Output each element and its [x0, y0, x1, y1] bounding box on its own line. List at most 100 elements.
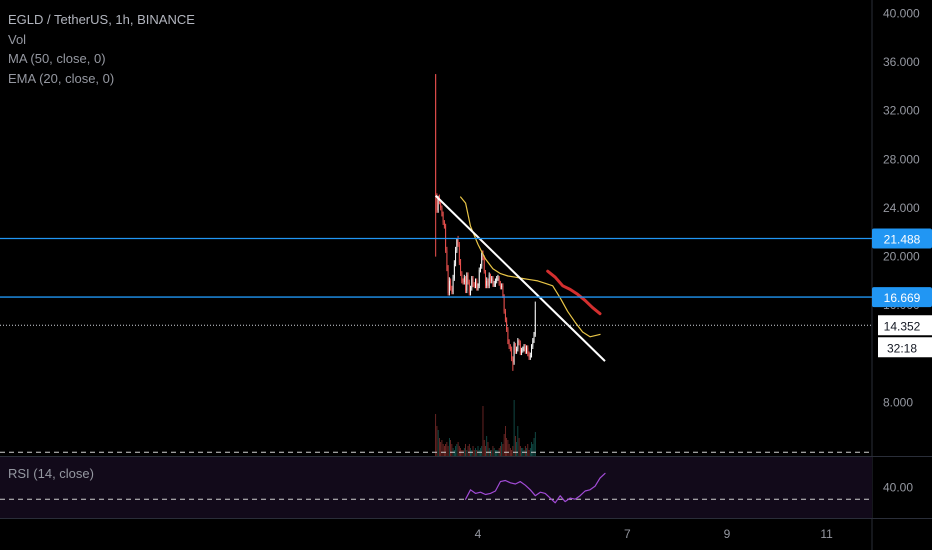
volume-bar [521, 448, 522, 456]
candle-body [497, 278, 499, 280]
candle-body [443, 222, 445, 227]
volume-bar [481, 446, 483, 456]
candle-body [524, 346, 526, 352]
volume-bar [455, 446, 456, 456]
candle-body [465, 277, 466, 291]
candle-body [519, 342, 521, 353]
rsi-pane-background [0, 457, 872, 518]
candle-body [451, 288, 453, 292]
time-tick-label: 9 [724, 527, 731, 541]
candle-body [476, 280, 478, 289]
level-badge-label: 16.669 [884, 291, 921, 305]
volume-bar [505, 426, 506, 456]
volume-bar [458, 446, 460, 456]
volume-bar [518, 438, 520, 456]
legend-volume[interactable]: Vol [8, 31, 27, 47]
candle-body [455, 250, 456, 264]
volume-bar [468, 444, 470, 456]
candle-body [495, 280, 496, 285]
candle-body [456, 238, 458, 251]
candle-body [435, 74, 437, 196]
level-badge [872, 228, 932, 249]
candle-body [492, 278, 494, 285]
candle-body [534, 310, 536, 335]
candle-body [441, 207, 443, 215]
candle-body [486, 280, 488, 286]
candle-body [472, 278, 474, 285]
volume-bar [457, 442, 459, 456]
candle-body [521, 350, 522, 353]
trendline [434, 195, 606, 362]
volume-bar [516, 442, 517, 456]
ema-line [460, 196, 601, 338]
volume-bar [506, 438, 508, 456]
candle-body [458, 244, 460, 263]
candle-body [446, 250, 448, 269]
candle-body [460, 262, 461, 274]
legend-ma[interactable]: MA (50, close, 0) [8, 51, 106, 66]
candle-body [475, 280, 476, 286]
volume-bar [465, 444, 466, 456]
candle-body [514, 344, 516, 352]
price-tick-label: 20.000 [883, 250, 920, 264]
candle-body [513, 344, 515, 363]
volume-bar [495, 450, 496, 456]
candle-body [471, 278, 473, 289]
candle-body [523, 346, 525, 349]
candle-body [461, 273, 463, 281]
volume-bar [476, 450, 478, 456]
candle-body [518, 340, 520, 343]
price-tick-label: 24.000 [883, 201, 920, 215]
candle-body [470, 288, 471, 294]
candle-body [512, 358, 514, 363]
volume-bar [486, 436, 488, 456]
volume-bar [473, 450, 475, 456]
volume-bar [446, 442, 448, 456]
candle-body [480, 266, 481, 270]
price-tick-label: 40.000 [883, 6, 920, 20]
volume-bar [463, 448, 465, 456]
candle-body [528, 353, 530, 358]
volume-bar [453, 450, 455, 456]
volume-bar [511, 450, 513, 456]
time-tick-label: 7 [624, 527, 631, 541]
candle-body [493, 284, 495, 286]
candle-body [448, 280, 450, 294]
volume-bar [451, 444, 453, 456]
volume-bar [492, 446, 494, 456]
rsi-tick-label: 40.00 [883, 481, 913, 495]
candle-body [507, 329, 509, 342]
candle-body [509, 346, 511, 349]
volume-bar [514, 436, 516, 456]
volume-bar [445, 444, 447, 456]
volume-bar [487, 442, 489, 456]
candle-body [468, 282, 470, 294]
volume-bar [497, 450, 499, 456]
candle-body [529, 355, 531, 358]
candle-body [463, 277, 465, 283]
volume-bar [507, 440, 509, 456]
candle-body [531, 346, 532, 356]
volume-bar [532, 444, 534, 456]
candle-body [450, 280, 451, 289]
candle-body [481, 252, 483, 267]
volume-bar [478, 450, 480, 456]
volume-bar [519, 446, 521, 456]
volume-bar [461, 450, 463, 456]
countdown-label: 32:18 [887, 341, 917, 355]
volume-bar [462, 450, 464, 456]
candle-body [437, 196, 439, 211]
volume-bar [509, 448, 511, 456]
candle-body [502, 285, 504, 296]
volume-bar [436, 426, 438, 456]
candle-body [488, 274, 490, 286]
volume-bar [512, 446, 514, 456]
volume-bar [440, 442, 442, 456]
rsi-title[interactable]: RSI (14, close) [8, 466, 94, 481]
candle-body [526, 347, 527, 352]
candle-body [473, 284, 475, 286]
legend-ema[interactable]: EMA (20, close, 0) [8, 70, 115, 86]
chart-title: EGLD / TetherUS, 1h, BINANCE [8, 12, 195, 27]
